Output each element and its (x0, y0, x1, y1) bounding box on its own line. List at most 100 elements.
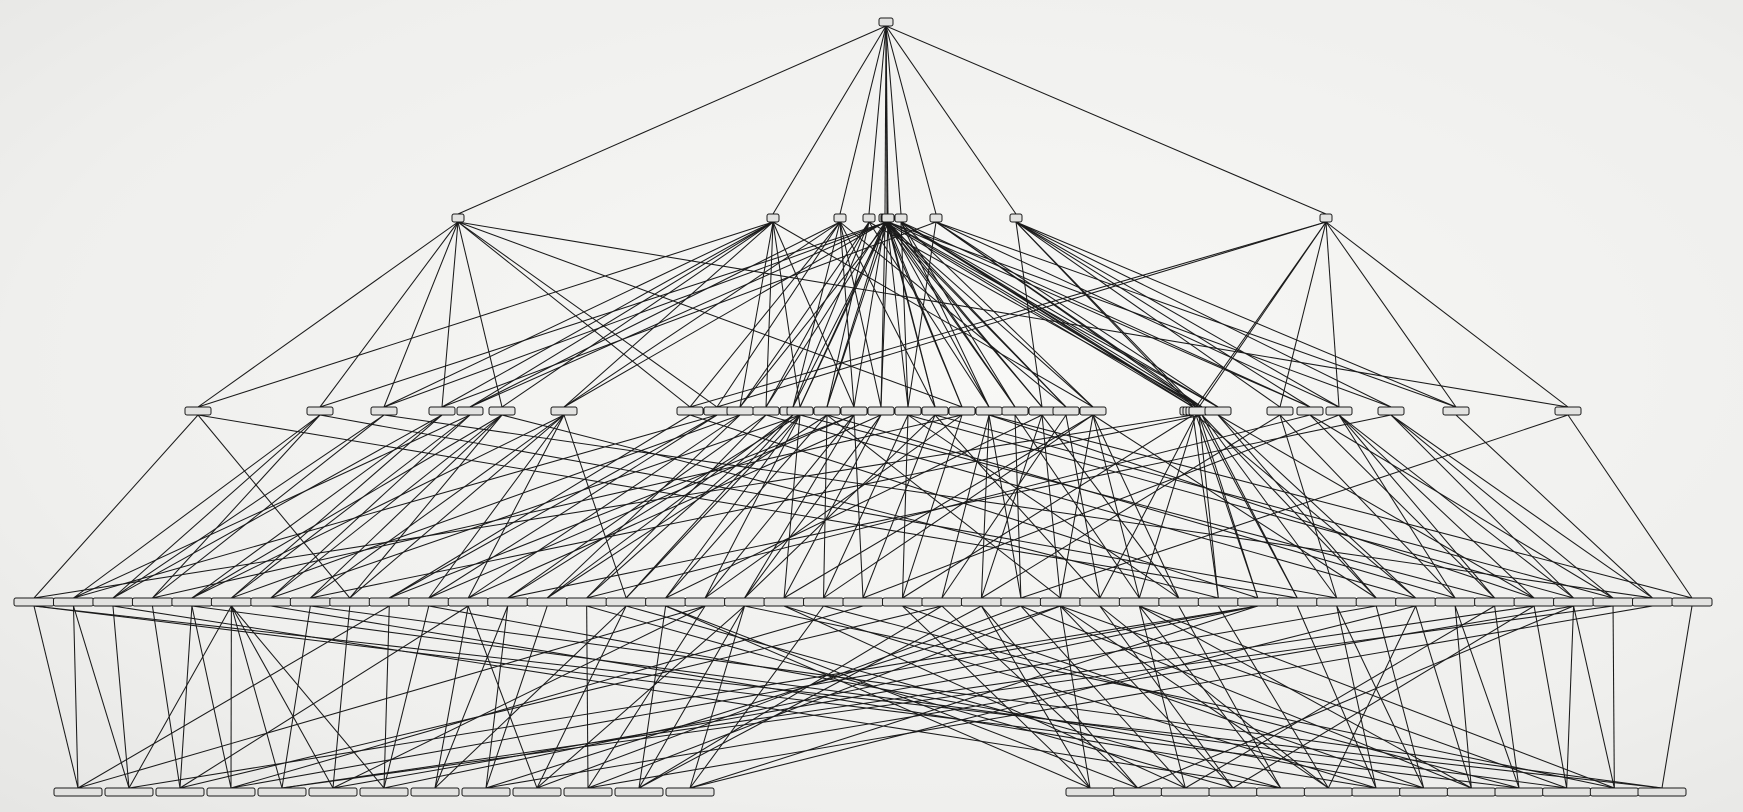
edge-l3-to-l4 (230, 605, 334, 789)
leaf-node (155, 787, 205, 797)
level2-node (726, 406, 754, 416)
edge-l2-to-l3 (783, 414, 1094, 599)
level3-node (566, 597, 608, 607)
edge-l3-to-l4 (638, 605, 667, 789)
edge-l1-to-l2 (853, 221, 886, 408)
edge-l3-to-l4 (1533, 605, 1568, 789)
edge-l2-to-l3 (988, 414, 1022, 599)
edge-l3-to-l4 (332, 605, 351, 789)
edge-l1-to-l2 (563, 221, 841, 408)
edge-l1-to-l2 (839, 221, 1067, 408)
edge-l1-to-l2 (900, 221, 1219, 408)
edge-l3-to-l4 (428, 605, 1424, 789)
edge-l1-to-l2 (839, 221, 936, 408)
edge-l1-to-l2 (1015, 221, 1043, 408)
edge-l1-to-l2 (469, 221, 888, 408)
level3-node (1276, 597, 1318, 607)
edge-l1-to-l2 (383, 221, 889, 408)
edge-l1-to-l2 (457, 221, 1569, 408)
level2-node (975, 406, 1003, 416)
leaf-node (1494, 787, 1544, 797)
edge-l2-to-l3 (1065, 414, 1101, 599)
edge-l2-to-l3 (586, 414, 767, 599)
level2-node (1204, 406, 1232, 416)
level2-node (550, 406, 578, 416)
level2-node (428, 406, 456, 416)
edge-l2-to-l3 (1198, 414, 1259, 599)
edge-l2-to-l3 (783, 414, 882, 599)
leaf-node (308, 787, 358, 797)
leaf-node (1208, 787, 1258, 797)
level3-node (131, 597, 173, 607)
edge-l2-to-l3 (33, 414, 199, 599)
edge-l2-to-l3 (270, 414, 471, 599)
edge-l1-to-l2 (887, 221, 1311, 408)
edge-l2-to-l3 (389, 414, 855, 599)
edge-l2-to-l3 (1390, 414, 1614, 599)
edge-l1-to-l2 (319, 221, 888, 408)
edge-l2-to-l3 (988, 414, 1535, 599)
level2-node (786, 406, 814, 416)
edge-l1-to-l2 (887, 221, 990, 408)
leaf-node (1303, 787, 1353, 797)
edge-l2-to-l3 (1390, 414, 1653, 599)
edge-l3-to-l4 (191, 605, 232, 789)
leaf-node (257, 787, 307, 797)
edge-l3-to-l4 (1415, 605, 1472, 789)
edge-l2-to-l3 (1279, 414, 1456, 599)
edge-l1-to-l2 (868, 221, 990, 408)
edge-l2-to-l3 (33, 414, 1194, 599)
leaf-node (410, 787, 460, 797)
level3-node (763, 597, 805, 607)
level3-node (1632, 597, 1674, 607)
edge-l1-to-l2 (1279, 221, 1327, 408)
edge-l2-to-l3 (507, 414, 767, 599)
edge-l1-to-l2 (765, 221, 886, 408)
edge-l1-to-l2 (469, 221, 774, 408)
edge-l1-to-l2 (563, 221, 886, 408)
level2-node (676, 406, 704, 416)
edge-l3-to-l4 (1296, 605, 1377, 789)
edge-l3-to-l4 (1060, 605, 1234, 789)
level2-node (1554, 406, 1582, 416)
edge-l2-to-l3 (310, 414, 1203, 599)
edge-l2-to-l3 (625, 414, 801, 599)
level2-node (1266, 406, 1294, 416)
edge-l1-to-l2 (884, 221, 1067, 408)
edge-l1-to-l2 (1325, 221, 1457, 408)
edge-l1-to-l2 (1325, 221, 1569, 408)
edge-l3-to-l4 (230, 605, 283, 789)
edge-l1-to-l2 (884, 221, 963, 408)
edge-l3-to-l4 (1327, 605, 1417, 789)
edge-l2-to-l3 (501, 414, 1219, 599)
edge-root-to-l1 (885, 25, 937, 215)
level2-node (488, 406, 516, 416)
edge-l2-to-l3 (826, 414, 1061, 599)
edge-l2-to-l3 (468, 414, 882, 599)
edge-l1-to-l2 (884, 221, 1016, 408)
edge-l1-to-l2 (1198, 221, 1327, 408)
edge-l1-to-l2 (799, 221, 888, 408)
edge-l2-to-l3 (1201, 414, 1298, 599)
level3-node (1671, 597, 1713, 607)
node-layer (13, 17, 1713, 797)
edge-l1-to-l2 (319, 221, 459, 408)
level3-node (1513, 597, 1555, 607)
edge-l1-to-l2 (563, 221, 774, 408)
edge-l1-to-l2 (900, 221, 1203, 408)
edge-l2-to-l3 (349, 414, 503, 599)
level3-node (1000, 597, 1042, 607)
edge-l2-to-l3 (1567, 414, 1693, 599)
level3-node (1395, 597, 1437, 607)
edge-l1-to-l2 (887, 221, 1392, 408)
leaf-node (1542, 787, 1592, 797)
root-node (878, 17, 894, 27)
edge-l2-to-l3 (270, 414, 801, 599)
leaf-node (512, 787, 562, 797)
edge-l2-to-l3 (862, 414, 936, 599)
edge-l3-to-l4 (689, 605, 824, 789)
leaf-node (665, 787, 715, 797)
edge-l3-to-l4 (1185, 605, 1495, 789)
edge-l3-to-l4 (434, 605, 509, 789)
edge-l2-to-l3 (231, 414, 443, 599)
